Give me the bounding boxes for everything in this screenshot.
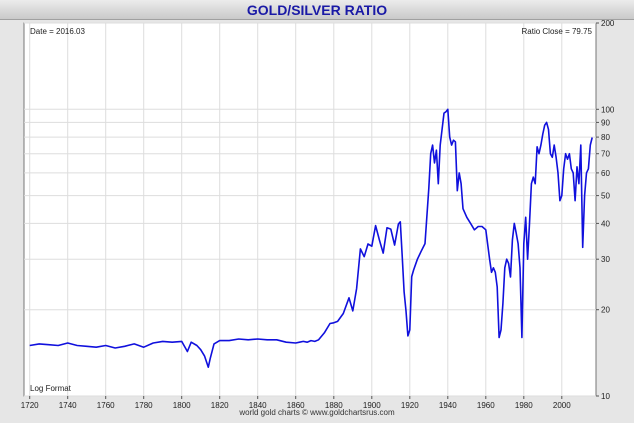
chart-title: GOLD/SILVER RATIO [246, 2, 388, 18]
x-tick-label: 1800 [173, 401, 191, 408]
y-tick-label: 10 [601, 392, 610, 401]
y-tick-label: 40 [601, 219, 610, 228]
x-tick-label: 1920 [401, 401, 419, 408]
x-axis-ticks: 1720 1740 1760 1780 1800 1820 1840 1860 1880 1900… [21, 396, 571, 408]
date-annotation: Date = 2016.03 [30, 27, 85, 36]
y-axis-ticks: 10 20 30 40 50 60 70 80 90 100 200 [596, 20, 615, 401]
plot-area [23, 22, 597, 397]
x-tick-label: 1820 [211, 401, 229, 408]
x-tick-label: 1900 [363, 401, 381, 408]
chart-credit: world gold charts © www.goldchartsrus.co… [239, 408, 395, 417]
y-tick-label: 90 [601, 118, 610, 127]
x-tick-label: 1740 [59, 401, 77, 408]
x-tick-label: 1720 [21, 401, 39, 408]
y-tick-label: 20 [601, 306, 610, 315]
x-tick-label: 1880 [325, 401, 343, 408]
gold-silver-ratio-series-line [29, 108, 593, 368]
ratio-close-annotation: Ratio Close = 79.75 [522, 27, 593, 36]
x-gridlines [29, 23, 563, 396]
chart-title-bar: GOLD/SILVER RATIO [0, 0, 634, 20]
x-tick-label: 1860 [287, 401, 305, 408]
y-tick-label: 100 [601, 105, 615, 114]
x-tick-label: 1760 [97, 401, 115, 408]
x-tick-label: 1960 [477, 401, 495, 408]
y-gridlines [24, 22, 596, 397]
y-tick-label: 30 [601, 255, 610, 264]
x-tick-label: 1780 [135, 401, 153, 408]
x-tick-label: 1940 [439, 401, 457, 408]
y-tick-label: 200 [601, 20, 615, 28]
x-tick-label: 1980 [515, 401, 533, 408]
x-tick-label: 2000 [553, 401, 571, 408]
x-tick-label: 1840 [249, 401, 267, 408]
y-tick-label: 70 [601, 150, 610, 159]
chart-canvas: 1720 1740 1760 1780 1800 1820 1840 1860 1880 1900… [21, 20, 615, 408]
log-format-label: Log Format [30, 384, 72, 393]
y-tick-label: 60 [601, 169, 610, 178]
y-tick-label: 50 [601, 192, 610, 201]
y-tick-label: 80 [601, 133, 610, 142]
